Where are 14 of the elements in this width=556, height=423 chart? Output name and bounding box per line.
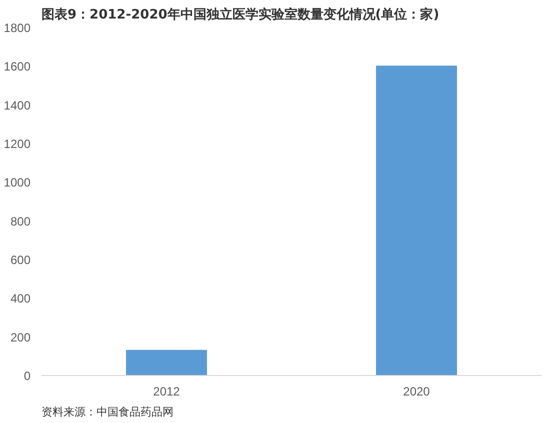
x-tick-label: 2020	[403, 384, 430, 398]
y-tick-label: 1600	[4, 60, 31, 74]
x-tick-label: 2012	[153, 384, 180, 398]
y-tick-label: 1400	[4, 98, 31, 112]
y-tick-label: 400	[10, 292, 31, 306]
text: 资料来源：中国食品药品网	[42, 406, 174, 418]
y-tick-label: 1200	[4, 137, 31, 151]
y-tick-label: 1800	[4, 21, 31, 35]
y-tick-label: 200	[10, 330, 31, 344]
y-tick-label: 1000	[4, 176, 31, 190]
y-tick-label: 600	[10, 253, 31, 267]
y-tick-label: 0	[24, 369, 31, 383]
chart-title: 图表9：2012-2020年中国独立医学实验室数量变化情况(单位：家)	[42, 6, 440, 22]
y-tick-label: 800	[10, 214, 31, 228]
